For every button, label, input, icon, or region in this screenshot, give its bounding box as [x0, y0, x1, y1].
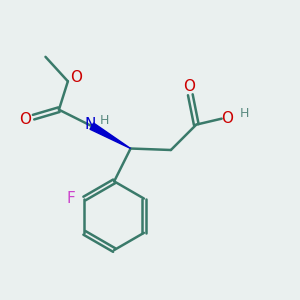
- Text: H: H: [239, 107, 249, 120]
- Text: F: F: [67, 191, 75, 206]
- Text: O: O: [19, 112, 31, 127]
- Polygon shape: [90, 123, 130, 148]
- Text: O: O: [70, 70, 82, 85]
- Text: H: H: [100, 114, 109, 127]
- Text: N: N: [85, 117, 96, 132]
- Text: O: O: [183, 79, 195, 94]
- Text: O: O: [221, 110, 233, 125]
